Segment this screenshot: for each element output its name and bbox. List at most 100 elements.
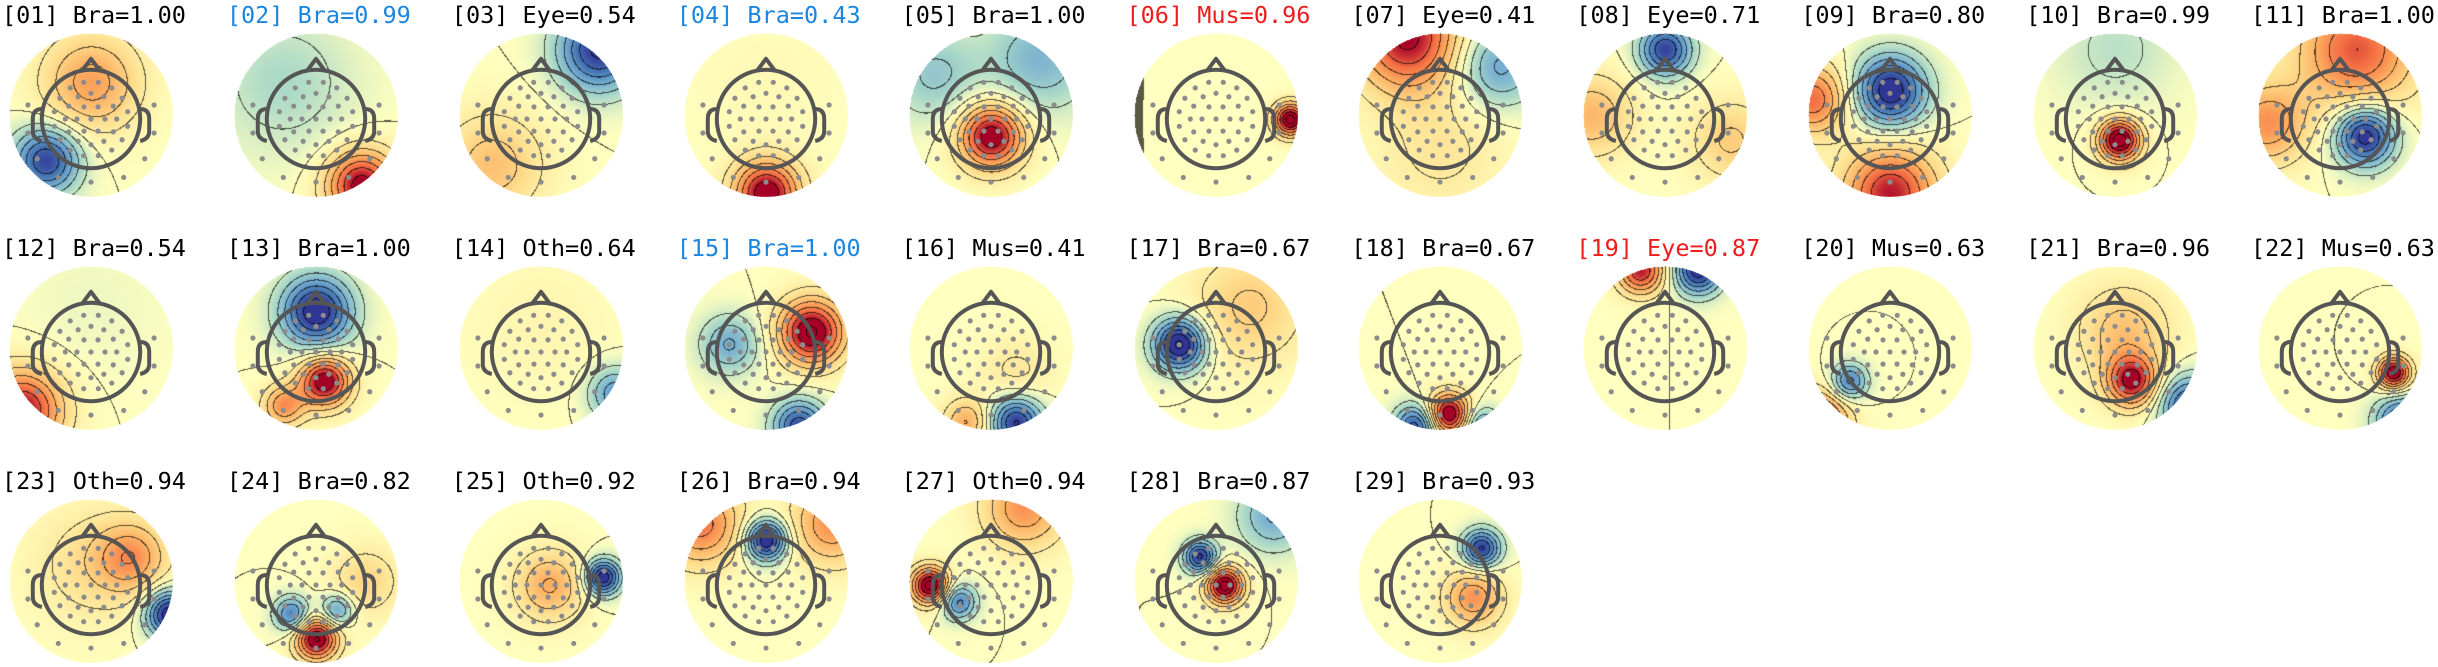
sensor-dot [1200,327,1206,333]
sensor-dot [1190,336,1196,342]
sensor-dot [530,386,537,392]
sensor-dot [151,130,157,136]
sensor-dot [1225,94,1231,100]
sensor-dot [1450,371,1456,377]
sensor-dot [987,179,994,185]
sensor-dot [785,103,791,109]
sensor-dot [965,103,971,109]
sensor-dot [975,604,981,610]
sensor-dot [250,596,256,602]
sensor-dot [1430,128,1436,134]
sensor-dot [591,156,598,162]
sensor-dot [1430,386,1436,392]
sensor-dot [1463,582,1469,588]
right-ear-marker [589,340,601,376]
component-cell: [24] Bra=0.82 [225,466,449,666]
head-outline [39,533,143,637]
sensor-dot [287,116,293,122]
sensor-dot [1941,389,1947,395]
sensor-dot [305,386,312,392]
sensor-dot [507,561,513,567]
sensor-dot [1406,137,1412,143]
sensor-dot [980,386,986,392]
sensor-dot [1874,94,1880,100]
sensor-dot [1020,407,1026,414]
sensor-dot [826,568,832,574]
sensor-dot [349,123,356,129]
sensor-dot [151,102,157,108]
sensor-dot [2330,79,2336,85]
sensor-dot [763,608,769,614]
sensor-dot [1238,349,1244,355]
sensor-dot [1249,342,1255,348]
sensor-dot [1180,640,1186,647]
left-ear-marker [2054,340,2067,376]
sensor-dot [956,328,963,334]
sensor-dot [475,102,481,108]
sensor-dot [349,342,356,348]
sensor-dot [2090,336,2096,342]
sensor-dot [2330,386,2336,392]
sensor-dot [1024,356,1030,362]
topomap [458,33,623,197]
sensor-dot [1626,342,1632,348]
sensor-dot [1233,613,1239,619]
sensor-dot [1856,370,1862,376]
sensor-dot [349,575,356,581]
sensor-dot [334,551,340,557]
sensor-dot [1190,103,1196,109]
sensor-dot [1474,123,1480,129]
sensor-dot [291,129,297,135]
sensor-dot [1430,312,1436,318]
sensor-dot [1629,407,1636,414]
sensor-dot [967,318,973,324]
sensor-dot [1205,545,1211,551]
sensor-dot [2126,349,2132,355]
sensor-dot [1900,94,1906,100]
nose-marker [305,56,327,72]
component-cell: [27] Oth=0.94 [900,466,1124,666]
sensor-dot [74,349,80,355]
sensor-dot [980,312,986,318]
component-cell: [17] Bra=0.67 [1125,233,1349,433]
sensor-dot [1249,123,1255,129]
sensor-dot [2370,174,2376,181]
sensor-dot [2119,79,2125,85]
sensor-dot [1205,619,1211,625]
nose-marker [2329,289,2351,305]
sensor-dot [558,147,565,153]
sensor-dot [524,349,530,355]
sensor-dot [334,147,340,153]
sensor-dot [770,128,776,134]
head-outline [1838,67,1942,171]
sensor-dot [1180,174,1186,181]
nose-marker [530,522,552,538]
sensor-dot [770,337,776,343]
sensor-dot [538,142,544,148]
sensor-dot [280,174,286,181]
sensor-dot [119,370,125,376]
sensor-dot [326,94,332,100]
sensor-dot [956,561,963,567]
sensor-dot [2391,156,2397,162]
sensor-dot [2090,362,2096,368]
sensor-dot [967,147,973,153]
sensor-dot [1024,342,1030,348]
sensor-dot [1880,128,1886,134]
sensor-dot [1000,138,1007,144]
sensor-dot [1401,342,1407,348]
sensor-dot [569,370,575,376]
sensor-dot [291,336,297,342]
sensor-dot [770,594,776,600]
left-ear-marker [705,573,718,609]
sensor-dot [1212,412,1219,418]
sensor-dot [965,129,971,135]
sensor-dot [2105,128,2111,134]
sensor-dot [1924,356,1930,362]
sensor-dot [335,336,341,342]
sensor-dot [569,603,575,609]
sensor-dot [530,153,537,159]
sensor-dot [2283,389,2289,395]
sensor-dot [1866,380,1873,386]
sensor-dot [55,407,61,414]
